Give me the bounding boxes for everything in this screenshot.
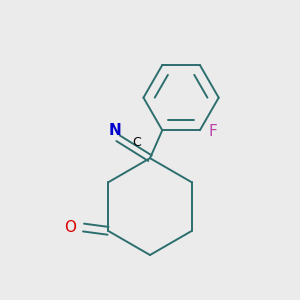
Text: C: C: [132, 136, 141, 149]
Text: O: O: [64, 220, 76, 235]
Text: N: N: [108, 123, 121, 138]
Text: F: F: [208, 124, 217, 140]
